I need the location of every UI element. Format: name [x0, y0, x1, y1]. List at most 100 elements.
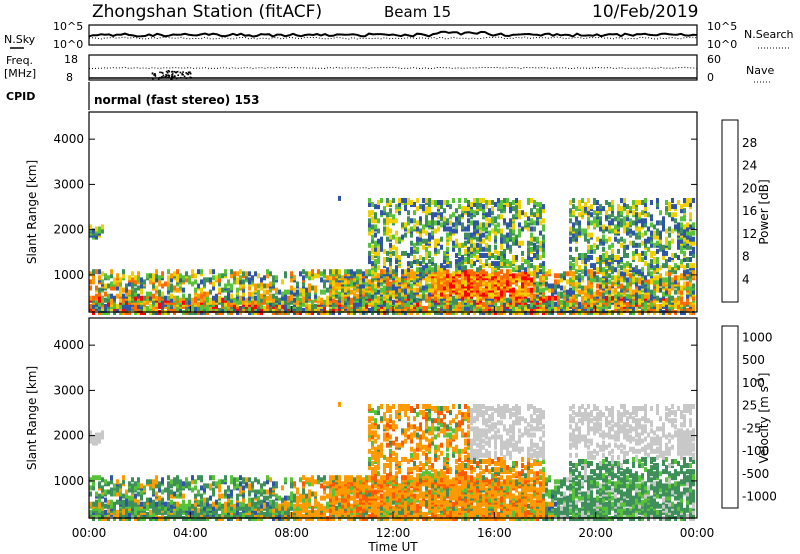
power-cell — [653, 269, 656, 275]
power-cell — [431, 305, 434, 311]
velocity-cell — [89, 430, 92, 436]
velocity-cell — [266, 475, 269, 481]
power-cell — [449, 273, 452, 279]
velocity-cell — [122, 509, 125, 515]
freq-scatter-point — [154, 75, 157, 77]
power-cell — [353, 305, 356, 311]
power-cell — [494, 305, 497, 311]
power-cell — [677, 265, 680, 271]
power-cell — [440, 291, 443, 297]
power-cell — [425, 206, 428, 212]
power-cell — [539, 255, 542, 260]
power-cell — [386, 281, 389, 287]
power-cell — [689, 212, 692, 218]
power-cell — [611, 265, 614, 271]
velocity-cell — [215, 503, 218, 509]
freq-scatter-point — [177, 74, 179, 76]
power-cell — [500, 275, 503, 281]
power-cell — [473, 224, 476, 230]
power-cell — [689, 198, 692, 203]
power-cell — [398, 202, 401, 207]
power-cell — [611, 248, 614, 254]
power-cell — [644, 198, 647, 203]
velocity-cell — [113, 483, 116, 489]
power-cell — [521, 240, 524, 246]
velocity-cell — [92, 481, 95, 487]
velocity-cell — [275, 493, 278, 499]
power-cell — [515, 255, 518, 260]
power-cell — [590, 220, 593, 226]
power-cell — [413, 287, 416, 293]
power-cell — [188, 293, 191, 299]
velocity-cell — [98, 501, 101, 507]
power-cell — [368, 198, 371, 203]
velocity-cell — [272, 503, 275, 509]
power-cell — [599, 259, 602, 265]
power-cell — [479, 228, 482, 234]
power-cell — [632, 200, 635, 205]
power-cell — [308, 303, 311, 309]
power-cell — [599, 210, 602, 216]
power-cell — [674, 289, 677, 295]
power-cell — [617, 291, 620, 297]
power-cell — [494, 301, 497, 307]
power-cell — [467, 269, 470, 275]
velocity-cell — [296, 487, 299, 493]
freq-scatter-point — [168, 70, 171, 73]
power-cell — [539, 206, 542, 212]
power-cell — [104, 297, 107, 303]
power-cell — [572, 285, 575, 291]
velocity-cell — [218, 501, 221, 507]
power-cell — [689, 273, 692, 279]
power-cell — [455, 267, 458, 273]
power-cell — [686, 257, 689, 262]
power-cell — [650, 230, 653, 236]
velocity-cell — [137, 491, 140, 497]
power-cell — [470, 303, 473, 309]
power-cell — [515, 281, 518, 287]
power-cell — [152, 293, 155, 299]
power-cell — [149, 303, 152, 309]
velocity-cell — [281, 485, 284, 491]
power-cell — [434, 246, 437, 252]
velocity-cell — [194, 479, 197, 485]
power-cell — [611, 218, 614, 224]
power-cell — [380, 287, 383, 293]
power-cell — [137, 285, 140, 291]
power-cell — [416, 226, 419, 232]
velocity-cell — [242, 497, 245, 503]
velocity-cell — [170, 493, 173, 499]
power-cell — [212, 285, 215, 291]
power-cell — [221, 287, 224, 293]
power-cell — [371, 305, 374, 311]
power-cell — [260, 277, 263, 283]
power-cell — [509, 208, 512, 214]
power-cell — [653, 275, 656, 281]
power-cell — [626, 253, 629, 258]
velocity-cell — [122, 475, 125, 481]
velocity-cell — [266, 501, 269, 507]
power-cell — [656, 307, 659, 313]
power-cell — [578, 301, 581, 307]
velocity-cell — [293, 497, 296, 503]
power-cell — [473, 210, 476, 216]
velocity-cell — [155, 501, 158, 507]
power-cell — [569, 287, 572, 293]
power-cell — [110, 297, 113, 303]
freq-scatter-point — [160, 77, 162, 79]
velocity-cell — [188, 499, 191, 505]
velocity-cell — [134, 509, 137, 515]
power-cell — [455, 253, 458, 258]
power-cell — [419, 271, 422, 277]
power-cell — [356, 293, 359, 299]
power-cell — [446, 269, 449, 275]
power-cell — [500, 250, 503, 256]
velocity-cell — [239, 505, 242, 511]
velocity-cell — [296, 511, 299, 517]
power-cell — [530, 218, 533, 224]
power-cell — [515, 265, 518, 271]
power-cell — [626, 244, 629, 250]
power-cell — [239, 295, 242, 301]
freq-scatter-point — [162, 74, 165, 77]
power-cell — [494, 255, 497, 260]
